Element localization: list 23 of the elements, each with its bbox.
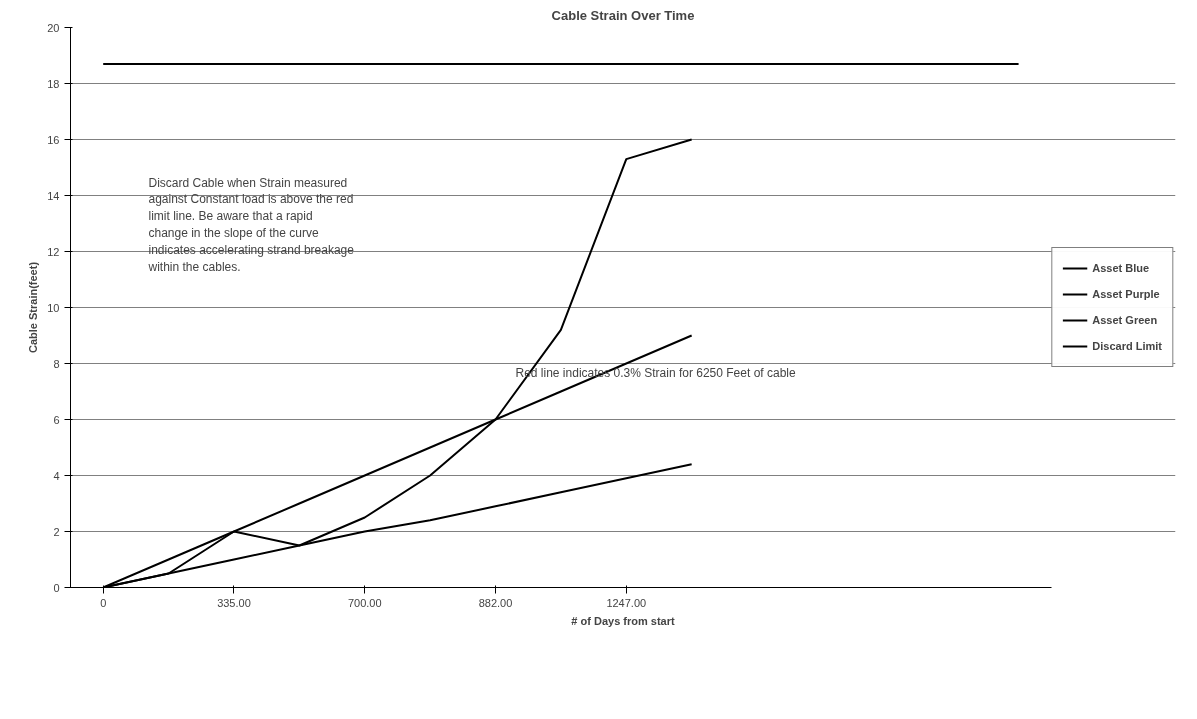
y-tick-label: 2 — [53, 525, 60, 538]
y-tick-label: 12 — [47, 245, 60, 258]
y-tick-label: 10 — [47, 301, 60, 314]
legend-label: Asset Green — [1092, 314, 1158, 326]
x-axis-title: # of Days from start — [571, 614, 675, 627]
y-tick-label: 8 — [53, 357, 60, 370]
legend-label: Discard Limit — [1092, 340, 1162, 352]
legend-label: Asset Purple — [1092, 288, 1160, 300]
y-tick-label: 6 — [53, 413, 60, 426]
y-tick-label: 0 — [53, 581, 60, 594]
x-tick-label: 335.00 — [217, 596, 251, 609]
y-tick-label: 4 — [53, 469, 60, 482]
y-tick-label: 16 — [47, 133, 60, 146]
x-tick-label: 700.00 — [347, 596, 382, 609]
y-tick-label: 18 — [47, 77, 60, 90]
chart-title: Cable Strain Over Time — [551, 7, 695, 23]
legend-label: Asset Blue — [1092, 262, 1150, 274]
x-tick-label: 1247.00 — [606, 596, 647, 609]
y-tick-label: 14 — [47, 189, 60, 202]
x-tick-label: 0 — [100, 596, 107, 609]
y-axis-title: Cable Strain(feet) — [27, 261, 40, 354]
x-tick-label: 882.00 — [478, 596, 513, 609]
y-tick-label: 20 — [47, 21, 60, 34]
